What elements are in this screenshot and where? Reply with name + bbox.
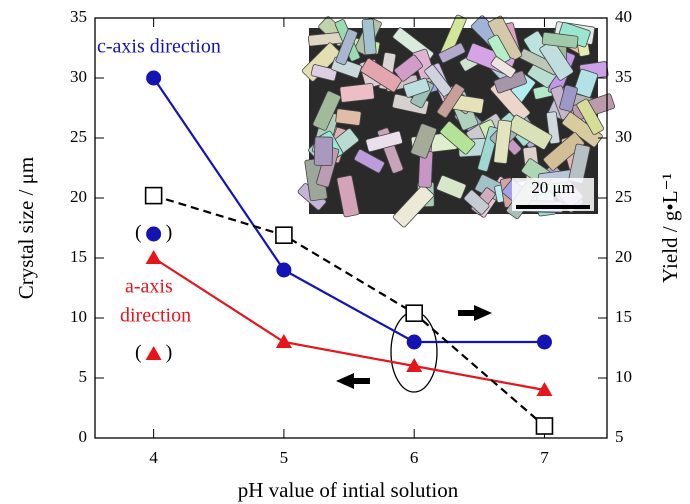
y-tick-label: 15 — [70, 247, 87, 266]
arrow-head — [336, 373, 354, 389]
y-tick-label: 0 — [79, 427, 88, 446]
x-tick-label: 7 — [540, 448, 549, 467]
bracket: ( — [135, 342, 142, 364]
point — [146, 346, 162, 360]
y2-tick-label: 10 — [615, 367, 632, 386]
left-arrow — [336, 373, 370, 389]
point — [146, 227, 161, 242]
y-tick-label: 20 — [70, 187, 87, 206]
crystal — [335, 109, 361, 126]
crystal — [314, 137, 333, 166]
y2-tick-label: 40 — [615, 7, 632, 26]
point — [276, 263, 291, 278]
annotation: direction — [120, 305, 191, 327]
highlight-ellipse — [391, 312, 437, 392]
point — [536, 418, 552, 434]
y2-tick-label: 25 — [615, 187, 632, 206]
y-tick-label: 25 — [70, 127, 87, 146]
x-tick-label: 5 — [280, 448, 289, 467]
x-tick-label: 6 — [410, 448, 419, 467]
point — [146, 250, 162, 264]
y-tick-label: 35 — [70, 7, 87, 26]
y2-axis-title: Yield / g•L⁻¹ — [658, 173, 682, 283]
y2-tick-label: 5 — [615, 427, 624, 446]
point — [146, 71, 161, 86]
right-arrow — [458, 305, 492, 321]
x-tick-label: 4 — [149, 448, 158, 467]
y-tick-label: 30 — [70, 67, 87, 86]
arrow-head — [474, 305, 492, 321]
point — [276, 334, 292, 348]
y2-tick-label: 30 — [615, 127, 632, 146]
bracket: ) — [166, 342, 173, 364]
crystal — [340, 83, 375, 102]
y-tick-label: 5 — [79, 367, 88, 386]
point — [146, 188, 162, 204]
bracket: ) — [166, 222, 173, 244]
bracket: ( — [135, 222, 142, 244]
series-line — [154, 258, 545, 390]
y-axis-title: Crystal size / μm — [14, 157, 38, 300]
y-tick-label: 10 — [70, 307, 87, 326]
x-axis-title: pH value of intial solution — [238, 478, 459, 502]
y2-tick-label: 20 — [615, 247, 632, 266]
point — [276, 227, 292, 243]
chart: pH value of intial solution Crystal size… — [0, 0, 690, 504]
y2-tick-label: 15 — [615, 307, 632, 326]
point — [406, 305, 422, 321]
point — [537, 335, 552, 350]
point — [407, 335, 422, 350]
annotation: 20 μm — [531, 178, 575, 197]
y2-tick-label: 35 — [615, 67, 632, 86]
annotation: c-axis direction — [97, 36, 221, 58]
annotation: a-axis — [125, 276, 173, 298]
